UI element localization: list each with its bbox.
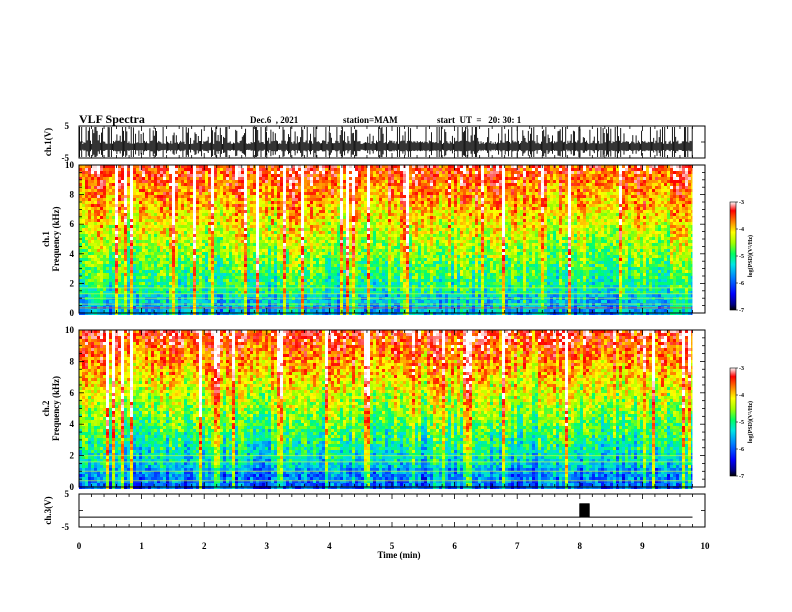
ch2-y-tick-label: 4 bbox=[70, 419, 75, 429]
start-ut-label: start UT = 20: 30: 1 bbox=[437, 115, 521, 125]
ch1-waveform-trace bbox=[79, 127, 693, 157]
x-tick-label: 9 bbox=[640, 541, 645, 551]
ch1-y-tick-label: 4 bbox=[70, 249, 75, 259]
ch2-spectrogram-image bbox=[79, 330, 705, 489]
x-tick-label: 1 bbox=[139, 541, 144, 551]
ch2-colorbar-tick-label: -6 bbox=[739, 447, 744, 453]
ch1-y-tick-label: 6 bbox=[70, 219, 75, 229]
x-tick-label: 4 bbox=[327, 541, 332, 551]
x-tick-label: 5 bbox=[390, 541, 395, 551]
ch2-ylabel-frequency: Frequency (kHz) bbox=[51, 376, 61, 441]
ch2-y-tick-label: 0 bbox=[70, 482, 75, 492]
x-tick-label: 3 bbox=[265, 541, 270, 551]
ch2-colorbar-tick-label: -3 bbox=[739, 366, 744, 372]
ch1-wave-y-tick-label: 5 bbox=[65, 121, 70, 131]
ch1-colorbar-tick-label: -3 bbox=[739, 200, 744, 206]
ch2-y-tick-label: 8 bbox=[70, 356, 75, 366]
ch3-wave-ylabel: ch.3(V) bbox=[43, 496, 53, 524]
ch1-colorbar bbox=[729, 201, 737, 311]
ch1-y-tick-label: 0 bbox=[70, 308, 75, 318]
ch1-y-tick-label: 8 bbox=[70, 190, 75, 200]
ch2-colorbar-tick-label: -4 bbox=[739, 393, 744, 399]
ch1-wave-y-tick-label: -5 bbox=[62, 153, 70, 163]
x-tick-label: 6 bbox=[452, 541, 457, 551]
ch2-colorbar bbox=[729, 367, 737, 477]
x-tick-label: 10 bbox=[701, 541, 711, 551]
ch2-y-tick-label: 2 bbox=[70, 451, 75, 461]
ch3-wave-y-tick-label: 5 bbox=[65, 489, 70, 499]
ch2-y-tick-label: 6 bbox=[70, 388, 75, 398]
ch1-wave-ylabel: ch.1(V) bbox=[43, 128, 53, 156]
station-label: station=MAM bbox=[343, 115, 398, 125]
date-label: Dec.6 , 2021 bbox=[250, 115, 298, 125]
ch2-y-tick-label: 10 bbox=[65, 325, 75, 335]
ch2-colorbar-label: log(PSD)(V²/Hz) bbox=[747, 401, 754, 443]
ch1-spectrogram-image bbox=[79, 165, 705, 315]
x-tick-label: 7 bbox=[515, 541, 520, 551]
x-tick-label: 2 bbox=[202, 541, 207, 551]
ch1-colorbar-tick-label: -5 bbox=[739, 254, 744, 260]
ch2-ylabel-channel: ch.2 bbox=[41, 400, 51, 416]
ch3-waveform-trace bbox=[79, 503, 693, 518]
ch2-colorbar-tick-label: -7 bbox=[739, 474, 744, 480]
ch1-colorbar-label: log(PSD)(V²/Hz) bbox=[747, 235, 754, 277]
ch1-colorbar-tick-label: -4 bbox=[739, 227, 744, 233]
ch3-pulse bbox=[579, 503, 590, 518]
ch1-y-tick-label: 10 bbox=[65, 160, 75, 170]
ch3-wave-y-tick-label: -5 bbox=[62, 522, 70, 532]
ch1-ylabel-channel: ch.1 bbox=[41, 231, 51, 247]
ch1-colorbar-tick-label: -6 bbox=[739, 281, 744, 287]
ch2-colorbar-tick-label: -5 bbox=[739, 420, 744, 426]
x-axis-label: Time (min) bbox=[377, 550, 420, 560]
ch1-colorbar-tick-label: -7 bbox=[739, 308, 744, 314]
x-tick-label: 0 bbox=[77, 541, 82, 551]
x-tick-label: 8 bbox=[578, 541, 583, 551]
chart-title: VLF Spectra bbox=[79, 112, 145, 127]
ch1-ylabel-frequency: Frequency (kHz) bbox=[51, 206, 61, 271]
ch1-y-tick-label: 2 bbox=[70, 278, 75, 288]
